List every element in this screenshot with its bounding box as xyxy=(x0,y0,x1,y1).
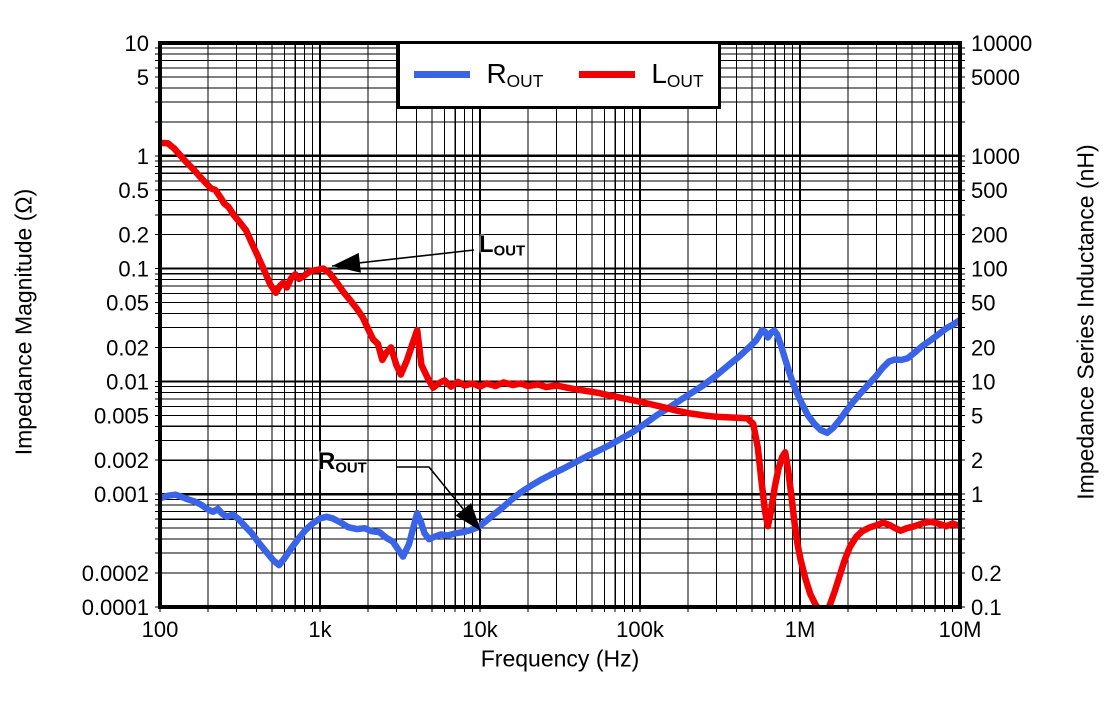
y-left-tick-label: 0.001 xyxy=(94,482,149,507)
y-left-tick-label: 0.02 xyxy=(106,335,149,360)
y-right-tick-label: 0.1 xyxy=(971,595,1002,620)
y-right-tick-label: 20 xyxy=(971,335,995,360)
axis-ticks xyxy=(155,47,965,612)
y-left-tick-label: 0.01 xyxy=(106,369,149,394)
y-left-tick-label: 0.0002 xyxy=(82,561,149,586)
legend-item-rout: ROUT xyxy=(414,57,544,91)
y-left-tick-label: 10 xyxy=(125,31,149,56)
y-right-tick-label: 10 xyxy=(971,369,995,394)
y-left-tick-label: 0.1 xyxy=(118,257,149,282)
plot-frame xyxy=(158,41,962,609)
x-axis-title: Frequency (Hz) xyxy=(480,645,640,672)
annotation-rout-label: ROUT xyxy=(318,448,367,477)
annotation-arrowhead xyxy=(455,502,481,531)
y-left-tick-label: 1 xyxy=(137,144,149,169)
series-curves xyxy=(160,139,960,607)
legend-label-rout: ROUT xyxy=(486,57,544,91)
legend-item-lout: LOUT xyxy=(579,57,704,91)
x-tick-label: 1M xyxy=(785,617,816,642)
annotation-lout-label: LOUT xyxy=(479,231,526,260)
gridlines xyxy=(160,43,960,607)
y-right-tick-label: 100 xyxy=(971,257,1008,282)
x-tick-label: 10k xyxy=(462,617,498,642)
y-right-tick-label: 0.2 xyxy=(971,561,1002,586)
x-tick-label: 100k xyxy=(616,617,665,642)
y-right-tick-label: 10000 xyxy=(971,31,1032,56)
x-tick-label: 100 xyxy=(142,617,179,642)
legend: ROUT LOUT xyxy=(397,41,721,109)
y-right-tick-label: 5 xyxy=(971,403,983,428)
y-left-tick-label: 0.2 xyxy=(118,223,149,248)
annotation-arrows xyxy=(331,249,482,532)
y-right-tick-label: 50 xyxy=(971,291,995,316)
y-left-tick-label: 0.005 xyxy=(94,403,149,428)
y-left-axis-title: Impedance Magnitude (Ω) xyxy=(10,188,37,456)
annotation-arrowhead xyxy=(332,252,361,273)
y-right-tick-label: 200 xyxy=(971,223,1008,248)
y-left-tick-label: 0.5 xyxy=(118,178,149,203)
y-left-tick-label: 0.05 xyxy=(106,291,149,316)
y-right-tick-label: 5000 xyxy=(971,65,1020,90)
legend-label-lout: LOUT xyxy=(651,57,704,91)
y-left-tick-label: 5 xyxy=(137,65,149,90)
legend-line-lout-swatch xyxy=(579,71,636,79)
tick-labels: 100 1k 10k 100k 1M 10M 10 5 1 0.5 0.2 0.1 0.05 0.02 0.… xyxy=(82,31,1032,642)
y-right-tick-label: 500 xyxy=(971,178,1008,203)
curve-r_out xyxy=(160,316,960,569)
legend-line-rout-swatch xyxy=(414,71,471,79)
y-right-tick-label: 1000 xyxy=(971,144,1020,169)
x-tick-label: 10M xyxy=(939,617,982,642)
y-left-tick-label: 0.002 xyxy=(94,448,149,473)
y-left-tick-label: 0.0001 xyxy=(82,595,149,620)
y-right-tick-label: 1 xyxy=(971,482,983,507)
y-right-tick-label: 2 xyxy=(971,448,983,473)
x-tick-label: 1k xyxy=(308,617,332,642)
y-right-axis-title: Impedance Series Inductance (nH) xyxy=(1072,144,1099,500)
curve-l_out xyxy=(160,139,960,607)
